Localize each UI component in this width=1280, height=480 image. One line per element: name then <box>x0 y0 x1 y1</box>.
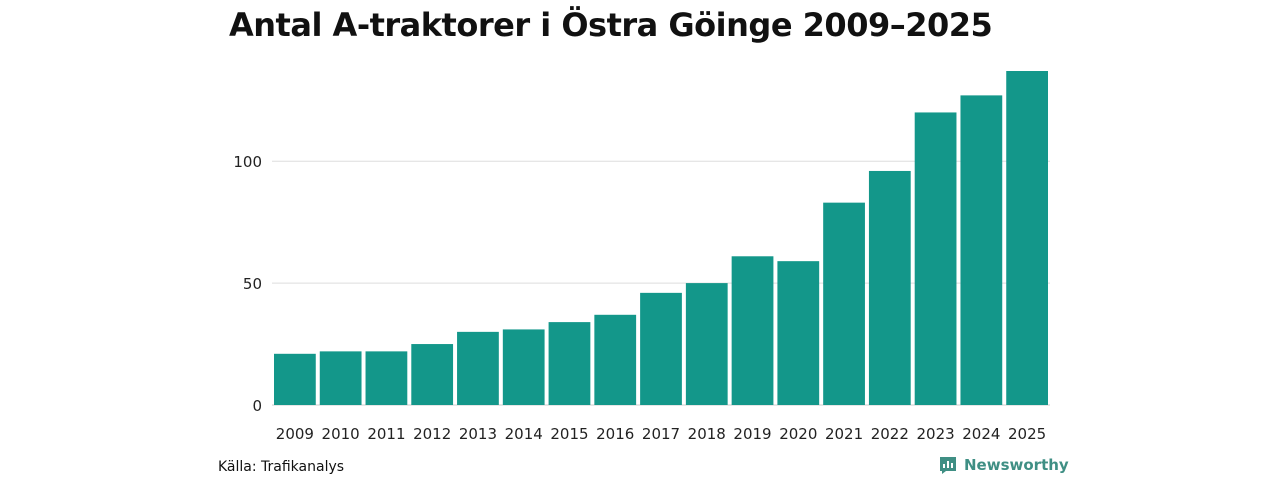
source-note: Källa: Trafikanalys <box>218 459 345 475</box>
chart-title: Antal A-traktorer i Östra Göinge 2009–20… <box>229 6 993 44</box>
bars <box>274 71 1048 406</box>
x-tick-label-2023: 2023 <box>916 425 954 443</box>
x-tick-label-2016: 2016 <box>596 425 634 443</box>
bar-2009 <box>274 353 316 405</box>
bar-2016 <box>594 314 637 405</box>
bar-2013 <box>457 331 499 405</box>
bar-2018 <box>685 283 728 405</box>
bar-2022 <box>868 170 911 405</box>
x-tick-label-2018: 2018 <box>688 425 726 443</box>
x-tick-label-2009: 2009 <box>276 425 314 443</box>
x-tick-label-2012: 2012 <box>413 425 451 443</box>
x-tick-label-2020: 2020 <box>779 425 817 443</box>
bar-2011 <box>365 351 408 405</box>
x-tick-label-2014: 2014 <box>505 425 543 443</box>
x-tick-label-2013: 2013 <box>459 425 497 443</box>
bar-2017 <box>640 292 682 405</box>
x-tick-label-2024: 2024 <box>962 425 1000 443</box>
x-tick-label-2019: 2019 <box>733 425 771 443</box>
bar-2023 <box>914 112 957 406</box>
x-tick-label-2011: 2011 <box>367 425 405 443</box>
y-axis-tick-labels: 0 50 100 <box>233 153 262 415</box>
y-tick-label: 100 <box>233 153 262 171</box>
bar-2012 <box>411 344 454 405</box>
bar-2015 <box>548 322 591 405</box>
x-tick-label-2017: 2017 <box>642 425 680 443</box>
bar-2010 <box>319 351 362 405</box>
bar-2021 <box>823 202 865 405</box>
x-axis-tick-labels: 2009 2010 2011 2012 2013 2014 2015 2016 2017 2018… <box>276 425 1046 443</box>
bar-2019 <box>731 256 774 405</box>
brand-logo: Newsworthy <box>938 455 1069 475</box>
newsworthy-logo-icon <box>940 457 956 474</box>
brand-name: Newsworthy <box>964 456 1069 474</box>
x-tick-label-2015: 2015 <box>550 425 588 443</box>
bar-2024 <box>960 95 1003 405</box>
x-tick-label-2021: 2021 <box>825 425 863 443</box>
x-tick-label-2025: 2025 <box>1008 425 1046 443</box>
y-tick-label: 50 <box>243 275 262 293</box>
bar-2025 <box>1006 71 1048 405</box>
x-tick-label-2010: 2010 <box>322 425 360 443</box>
bar-2014 <box>502 329 545 405</box>
x-tick-label-2022: 2022 <box>871 425 909 443</box>
y-tick-label: 0 <box>252 397 262 415</box>
bar-2020 <box>777 261 820 405</box>
